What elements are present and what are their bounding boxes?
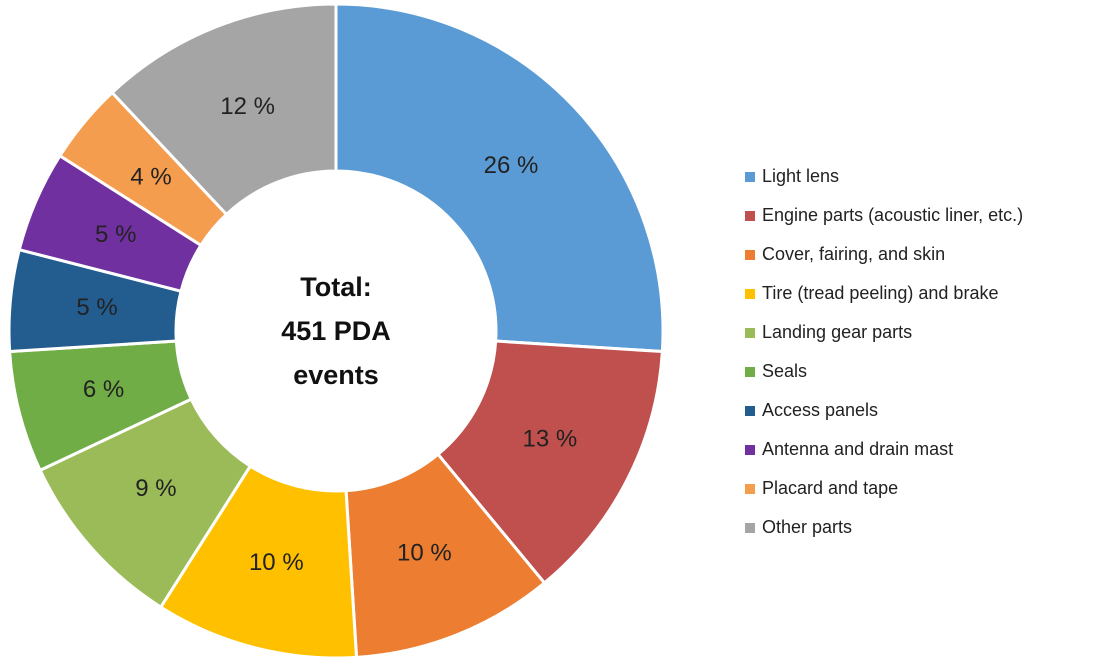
center-line: 451 PDA [281, 316, 391, 346]
legend-label: Seals [762, 361, 807, 381]
center-line: events [293, 360, 379, 390]
slice [435, 339, 664, 586]
slice-label: 5 % [76, 294, 117, 321]
center-line: Total: [300, 272, 371, 302]
legend-swatch [745, 484, 755, 494]
slice-label: 10 % [397, 539, 452, 566]
slice-label: 12 % [220, 93, 275, 120]
legend-label: Other parts [762, 517, 852, 537]
legend-label: Light lens [762, 166, 839, 186]
legend-label: Antenna and drain mast [762, 439, 953, 459]
slice-label: 13 % [522, 425, 577, 452]
legend-swatch [745, 445, 755, 455]
slice-label: 9 % [135, 475, 176, 502]
legend-swatch [745, 250, 755, 260]
slice-label: 4 % [130, 163, 171, 190]
legend-label: Placard and tape [762, 478, 898, 498]
legend-swatch [745, 172, 755, 182]
legend-swatch [745, 289, 755, 299]
legend-swatch [745, 367, 755, 377]
legend-label: Landing gear parts [762, 322, 912, 342]
center-text: Total: 451 PDA events [281, 272, 391, 390]
slice-label: 10 % [249, 549, 304, 576]
legend-label: Tire (tread peeling) and brake [762, 283, 998, 303]
slice-label: 5 % [95, 221, 136, 248]
legend-swatch [745, 211, 755, 221]
legend-swatch [745, 523, 755, 533]
slice-label: 26 % [484, 152, 539, 179]
slice-label: 6 % [83, 376, 124, 403]
slice [110, 2, 338, 217]
legend-swatch [745, 328, 755, 338]
legend-label: Access panels [762, 400, 878, 420]
legend-swatch [745, 406, 755, 416]
legend-label: Engine parts (acoustic liner, etc.) [762, 205, 1023, 225]
legend-label: Cover, fairing, and skin [762, 244, 945, 264]
slice [334, 2, 665, 354]
